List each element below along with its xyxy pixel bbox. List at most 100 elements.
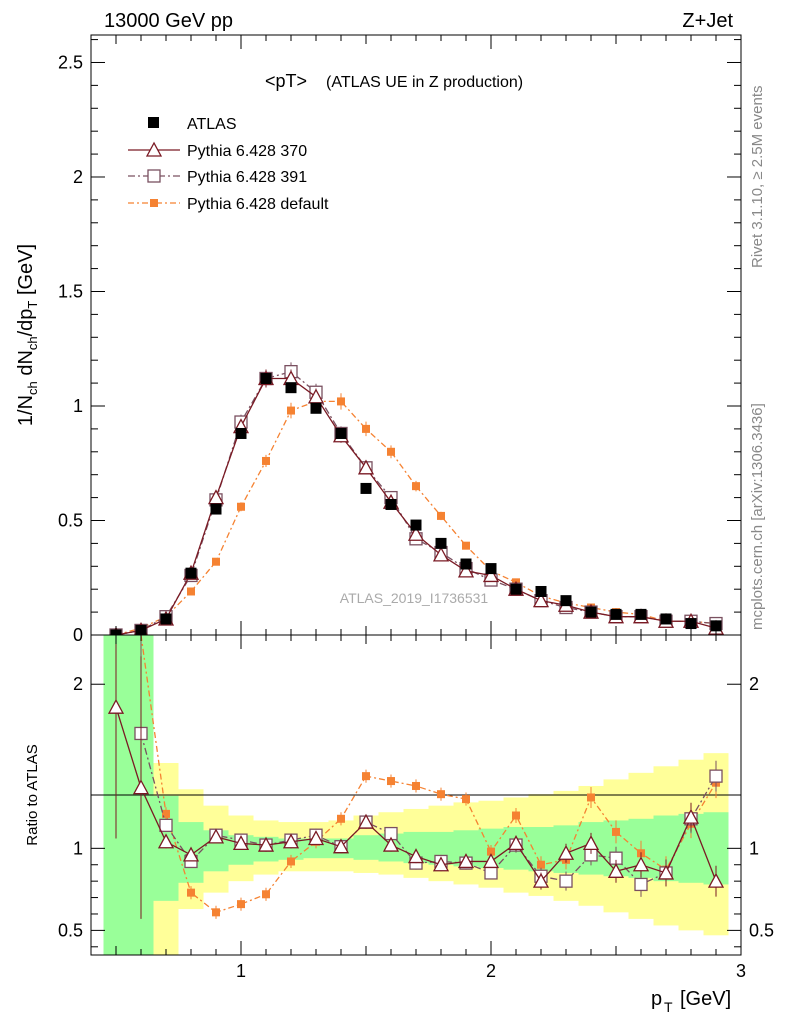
analysis-watermark: ATLAS_2019_I1736531 [340,590,489,606]
legend-marker-391 [147,169,161,183]
lower-y-tick-label: 1 [73,838,83,858]
ratio-point-p370 [332,838,350,854]
point-pdefault [412,482,420,491]
ratio-point-p370 [132,779,150,795]
ratio-point-p391 [709,769,723,783]
ratio-point-pdefault [212,908,220,917]
legend-marker-370 [145,141,163,157]
ratio-point-pdefault [487,847,495,856]
ratio-point-p370 [557,844,575,860]
x-tick-label: 2 [486,961,496,981]
point-atlas [535,585,547,597]
header-left: 13000 GeV pp [104,10,233,32]
point-atlas [210,503,222,515]
point-atlas [635,608,647,620]
rivet-version-text: Rivet 3.1.10, ≥ 2.5M events [749,86,766,269]
plot-subtitle: (ATLAS UE in Z production) [326,74,523,91]
upper-y-tick-label: 0 [73,625,83,645]
point-atlas [610,608,622,620]
ratio-point-p370 [232,835,250,851]
point-pdefault [362,424,370,433]
x-label-main: p [651,988,662,1010]
ratio-point-p370 [682,808,700,824]
ratio-point-p370 [307,830,325,846]
ratio-point-pdefault [387,777,395,786]
point-atlas [260,373,272,385]
ratio-point-p370 [507,835,525,851]
ratio-point-p370 [707,872,725,888]
header-right: Z+Jet [682,10,733,32]
legend-label-atlas: ATLAS [187,116,237,133]
ratio-point-p370 [157,833,175,849]
point-atlas [185,567,197,579]
legend-label-370: Pythia 6.428 370 [187,143,307,160]
ratio-point-pdefault [612,827,620,836]
lower-y-tick-label: 2 [73,674,83,694]
ratio-point-p370 [282,833,300,849]
ratio-point-p370 [257,836,275,852]
ratio-point-pdefault [412,781,420,790]
x-tick-label: 1 [236,961,246,981]
point-p370 [407,525,425,541]
ratio-point-p370 [607,862,625,878]
ratio-point-p370 [407,848,425,864]
point-pdefault [287,406,295,415]
point-atlas [285,382,297,394]
point-p370 [482,567,500,583]
legend-marker-default [150,199,158,207]
ratio-point-pdefault [462,795,470,804]
point-p370 [457,562,475,578]
ratio-point-p370 [457,853,475,869]
point-pdefault [237,502,245,511]
lower-y-tick-label-right: 1 [749,838,759,858]
ratio-point-pdefault [162,809,170,818]
ratio-point-pdefault [512,811,520,820]
point-atlas [335,427,347,439]
point-atlas [460,558,472,570]
ratio-point-p370 [632,856,650,872]
lower-y-tick-label-right: 0.5 [749,920,774,940]
ratio-y-label: Ratio to ATLAS [24,744,41,845]
ratio-point-pdefault [362,772,370,781]
x-label-sub: T [664,999,673,1015]
ratio-point-pdefault [237,900,245,909]
point-atlas [235,427,247,439]
ratio-point-p370 [482,853,500,869]
ratio-point-p391 [634,877,648,892]
upper-panel: 0 0.5 1 1.5 2 2.5 <pT> (ATLAS UE in Z product… [15,34,742,645]
ratio-point-p391 [159,818,173,833]
ratio-point-p370 [207,828,225,844]
upper-y-tick-label: 2 [73,167,83,187]
lower-y-tick-label-right: 2 [749,674,759,694]
ratio-line-pdefault [140,634,717,914]
ratio-point-p370 [357,813,375,829]
plot-title: <pT> [265,71,307,91]
ratio-point-p370 [657,864,675,880]
point-pdefault [437,511,445,520]
upper-y-label: 1/Nch dNch/dpT [GeV] [15,244,40,426]
upper-y-tick-label: 1.5 [58,281,83,301]
point-atlas [485,563,497,575]
point-pdefault [262,456,270,465]
ratio-point-pdefault [537,860,545,869]
ratio-point-pdefault [587,793,595,802]
ratio-point-pdefault [262,890,270,899]
legend: ATLAS Pythia 6.428 370 Pythia 6.428 391 … [128,116,329,213]
lower-panel: 1 2 3 0.5 0.5 1 1 2 2 Ratio to ATLAS [24,634,774,981]
point-atlas [710,620,722,632]
ratio-point-p370 [532,872,550,888]
point-atlas [385,498,397,510]
point-atlas [585,606,597,618]
mcplots-text: mcplots.cern.ch [arXiv:1306.3436] [749,403,766,630]
point-atlas [510,583,522,595]
point-atlas [310,402,322,414]
ratio-point-p370 [107,698,125,714]
point-atlas [410,519,422,531]
x-axis-label: p T [GeV] [651,988,731,1015]
lower-y-tick-label: 0.5 [58,920,83,940]
point-atlas [660,613,672,625]
point-atlas [360,482,372,494]
x-tick-label: 3 [736,961,746,981]
point-pdefault [462,541,470,550]
